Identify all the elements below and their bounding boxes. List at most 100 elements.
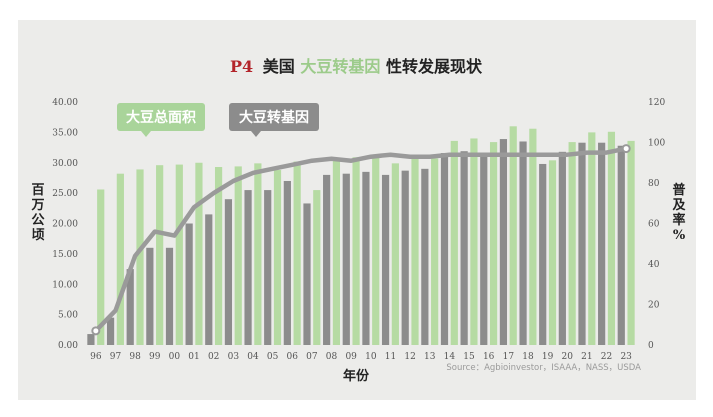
bar-gm-area xyxy=(519,141,527,345)
y-right-tick-label: 100 xyxy=(648,139,665,149)
bar-gm-area xyxy=(224,199,233,345)
x-tick-label: 00 xyxy=(169,352,181,362)
bar-gm-area xyxy=(617,145,625,345)
bar-gm-area xyxy=(303,203,311,345)
x-tick-label: 11 xyxy=(385,352,396,362)
callout-total-area-pointer xyxy=(141,131,151,137)
callout-gm-box xyxy=(229,103,319,131)
bar-gm-area xyxy=(381,174,390,345)
y-left-tick-label: 15.00 xyxy=(52,250,78,260)
y-right-tick-label: 20 xyxy=(648,301,660,311)
bar-gm-area xyxy=(539,163,547,345)
bar-total-area xyxy=(391,163,399,345)
y-left-tick-label: 35.00 xyxy=(52,128,78,138)
x-tick-label: 19 xyxy=(542,352,554,362)
bar-total-area xyxy=(195,162,203,345)
bar-gm-area xyxy=(401,170,409,345)
x-tick-label: 05 xyxy=(267,352,279,362)
x-tick-label: 12 xyxy=(404,352,415,362)
bar-total-area xyxy=(470,138,478,345)
svg-text:P4 美国 大豆转基因: P4 美国 大豆转基因 性转发展现状 xyxy=(230,57,483,76)
x-tick-label: 20 xyxy=(562,352,574,362)
x-tick-label: 03 xyxy=(228,352,240,362)
bar-gm-area xyxy=(578,142,586,345)
callout-total-area: 大豆总面积 xyxy=(117,103,205,137)
x-tick-label: 96 xyxy=(90,352,102,362)
bar-total-area xyxy=(254,163,262,345)
title-part1: 美国 xyxy=(263,57,295,76)
y-right-tick-label: 40 xyxy=(648,260,660,270)
series-total-area xyxy=(97,126,635,345)
y-right-tick-label: 0 xyxy=(648,341,654,351)
callout-gm-label: 大豆转基因 xyxy=(239,109,309,126)
bar-gm-area xyxy=(440,153,449,345)
x-tick-label: 99 xyxy=(149,352,161,362)
title-part3: 性转发展现状 xyxy=(386,57,483,76)
y-left-tick-label: 40.00 xyxy=(52,98,78,108)
y-axis-right-ticks: 0 20 40 60 80 100 120 xyxy=(648,98,665,351)
x-axis-title: 年份 xyxy=(343,368,370,384)
bar-total-area xyxy=(352,157,360,345)
bar-total-area xyxy=(273,170,282,345)
bar-total-area xyxy=(548,160,557,345)
x-axis-ticks: 96 97 98 99 00 01 02 03 04 05 06 07 08 09 10 11 12 13 14 15… xyxy=(90,352,632,362)
x-tick-label: 22 xyxy=(601,352,612,362)
line-start-point xyxy=(91,326,101,336)
x-tick-label: 06 xyxy=(287,352,299,362)
bar-gm-area xyxy=(205,214,213,345)
x-tick-label: 18 xyxy=(522,352,534,362)
bar-total-area xyxy=(97,189,105,345)
bar-total-area xyxy=(568,142,576,345)
bar-total-area xyxy=(588,132,596,345)
y-axis-left-ticks: 0.00 5.00 10.00 15.00 20.00 25.00 30.00 35.00 40… xyxy=(52,98,78,351)
bar-gm-area xyxy=(460,151,468,345)
x-tick-label: 21 xyxy=(581,352,592,362)
bar-gm-area xyxy=(342,173,350,345)
bar-total-area xyxy=(175,164,183,345)
series-gm-area xyxy=(87,139,625,345)
bar-total-area xyxy=(293,161,301,345)
line-end-point xyxy=(621,144,631,154)
bar-total-area xyxy=(489,142,498,345)
bar-total-area xyxy=(332,160,341,345)
x-tick-label: 08 xyxy=(326,352,338,362)
adoption-rate-line xyxy=(93,146,629,334)
x-tick-label: 97 xyxy=(110,352,122,362)
chart-title: P4 美国 大豆转基因 性转发展现状 xyxy=(230,57,483,76)
x-tick-label: 15 xyxy=(463,352,475,362)
bar-total-area xyxy=(372,156,380,345)
bar-gm-area xyxy=(106,317,115,345)
series-adoption-rate xyxy=(91,144,631,336)
x-tick-label: 09 xyxy=(345,352,357,362)
bar-gm-area xyxy=(126,269,134,345)
y-right-tick-label: 120 xyxy=(648,98,665,108)
x-tick-label: 14 xyxy=(444,352,456,362)
bar-total-area xyxy=(529,128,537,345)
callout-total-area-box xyxy=(117,103,205,131)
bar-total-area xyxy=(116,173,124,345)
x-tick-label: 01 xyxy=(188,352,199,362)
y-left-tick-label: 20.00 xyxy=(52,220,78,230)
callout-gm: 大豆转基因 xyxy=(229,103,319,137)
y-right-tick-label: 60 xyxy=(648,220,660,230)
y-right-tick-label: 80 xyxy=(648,179,660,189)
bar-gm-area xyxy=(323,174,331,345)
bar-gm-area xyxy=(480,153,488,345)
y-axis-left-title: 百万公顷 xyxy=(30,183,44,243)
x-tick-label: 16 xyxy=(483,352,495,362)
y-left-tick-label: 5.00 xyxy=(58,311,78,321)
bar-gm-area xyxy=(165,247,174,345)
y-left-tick-label: 25.00 xyxy=(52,189,78,199)
bar-gm-area xyxy=(244,190,252,345)
callout-gm-pointer xyxy=(251,131,261,137)
bar-gm-area xyxy=(598,142,606,345)
bar-total-area xyxy=(136,169,144,345)
bar-gm-area xyxy=(264,190,272,345)
x-tick-label: 13 xyxy=(424,352,436,362)
y-left-tick-label: 0.00 xyxy=(58,341,78,351)
source-note: Source：Agbioinvestor，ISAAA，NASS，USDA xyxy=(446,363,641,373)
bar-total-area xyxy=(313,190,321,345)
x-tick-label: 23 xyxy=(620,352,632,362)
bar-gm-area xyxy=(499,139,508,345)
